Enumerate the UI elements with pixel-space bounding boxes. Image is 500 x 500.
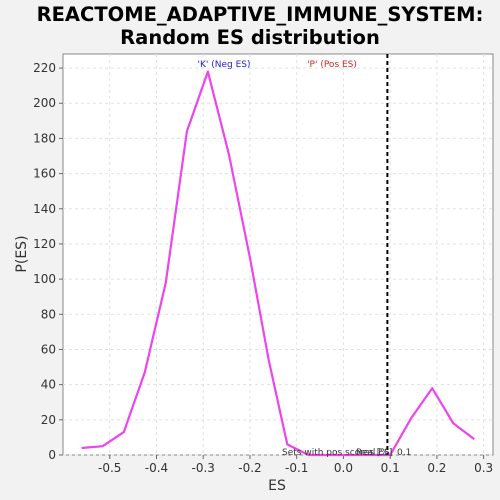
y-tick-label: 160 — [33, 167, 56, 181]
real-es-label: Real ES — [356, 448, 390, 458]
y-tick-label: 120 — [33, 237, 56, 251]
x-axis-label: ES — [268, 478, 286, 494]
grid-lines — [63, 54, 493, 456]
neg-es-label: 'K' (Neg ES) — [198, 60, 251, 70]
y-tick-label: 20 — [41, 413, 56, 427]
x-axis-ticks: -0.5 -0.4 -0.3 -0.2 -0.1 0.0 0.1 0.2 0.3 — [98, 455, 493, 475]
x-tick-label: 0.3 — [474, 461, 493, 475]
y-tick-label: 140 — [33, 202, 56, 216]
y-axis-ticks: 0 20 40 60 80 100 120 140 160 180 200 220 — [33, 61, 63, 462]
x-tick-label: -0.3 — [192, 461, 215, 475]
pos-es-label: 'P' (Pos ES) — [307, 60, 357, 70]
x-tick-label: -0.2 — [238, 461, 261, 475]
sets-pos-scores-label: Sets with pos scores [%] — [282, 448, 392, 458]
x-tick-label: 0.0 — [334, 461, 353, 475]
y-tick-label: 80 — [41, 307, 56, 321]
x-tick-label: 0.2 — [427, 461, 446, 475]
y-tick-label: 200 — [33, 96, 56, 110]
y-tick-label: 220 — [33, 61, 56, 75]
chart-title-line-1: REACTOME_ADAPTIVE_IMMUNE_SYSTEM: — [37, 3, 484, 26]
y-tick-label: 0 — [48, 448, 56, 462]
y-tick-label: 180 — [33, 131, 56, 145]
y-tick-label: 60 — [41, 342, 56, 356]
chart-title-line-2: Random ES distribution — [120, 26, 380, 49]
x-tick-label: -0.4 — [145, 461, 168, 475]
x-tick-label: -0.1 — [285, 461, 308, 475]
real-es-value: 0.1 — [397, 448, 411, 458]
plot-area — [62, 53, 494, 456]
x-tick-label: 0.1 — [381, 461, 400, 475]
y-tick-label: 40 — [41, 378, 56, 392]
es-distribution-line — [81, 70, 475, 457]
x-tick-label: -0.5 — [98, 461, 121, 475]
y-axis-label: P(ES) — [14, 235, 30, 272]
y-tick-label: 100 — [33, 272, 56, 286]
series-group — [81, 70, 475, 457]
